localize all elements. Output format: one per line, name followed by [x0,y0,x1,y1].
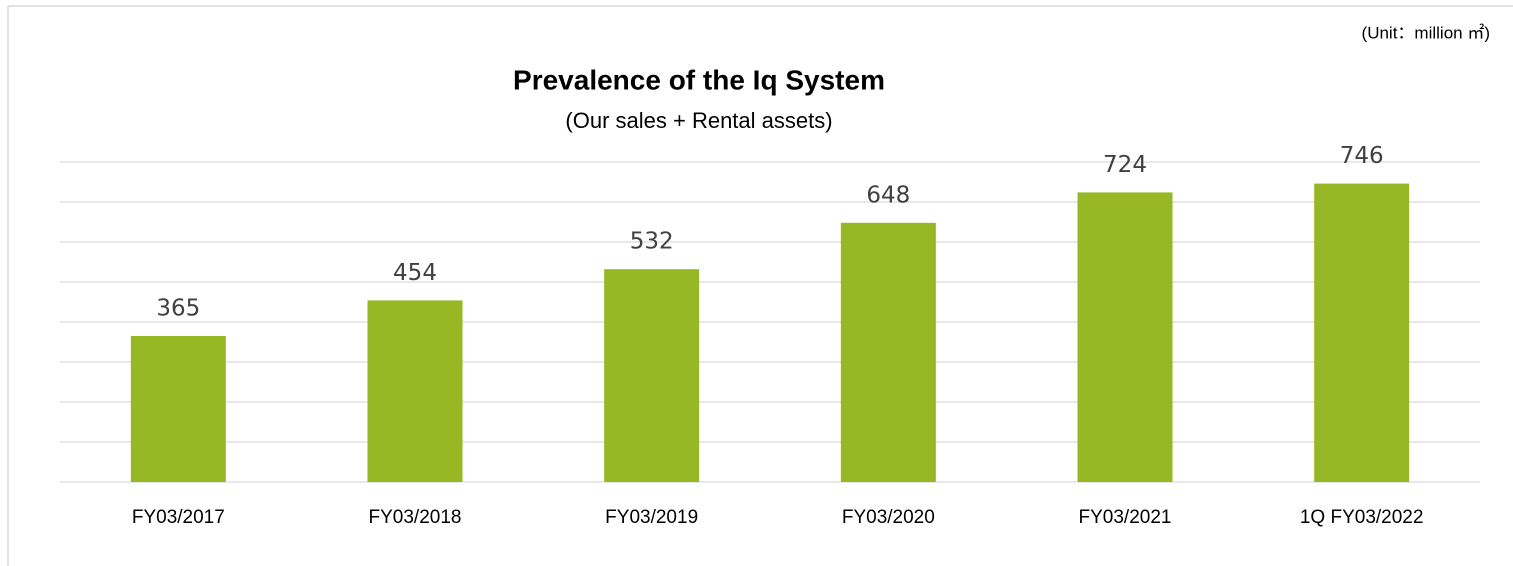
data-label: 532 [630,229,674,255]
x-tick-label: FY03/2019 [605,507,698,528]
bar [604,269,700,482]
x-tick-label: 1Q FY03/2022 [1300,507,1424,528]
data-label: 365 [156,296,200,322]
bar [1314,183,1410,482]
chart-title: Prevalence of the Iq System [513,64,885,95]
chart-subtitle: (Our sales + Rental assets) [565,108,832,133]
data-label: 648 [866,182,910,208]
x-tick-label: FY03/2017 [132,507,225,528]
unit-note: (Unit：million ㎡) [1362,23,1490,42]
x-tick-label: FY03/2021 [1079,507,1172,528]
bar [1077,192,1173,482]
data-label: 746 [1340,143,1384,169]
bar [367,300,463,482]
x-tick-label: FY03/2020 [842,507,935,528]
bar [130,336,226,482]
x-tick-label: FY03/2018 [369,507,462,528]
data-label: 454 [393,260,437,286]
bar [840,222,936,483]
data-label: 724 [1103,152,1147,178]
